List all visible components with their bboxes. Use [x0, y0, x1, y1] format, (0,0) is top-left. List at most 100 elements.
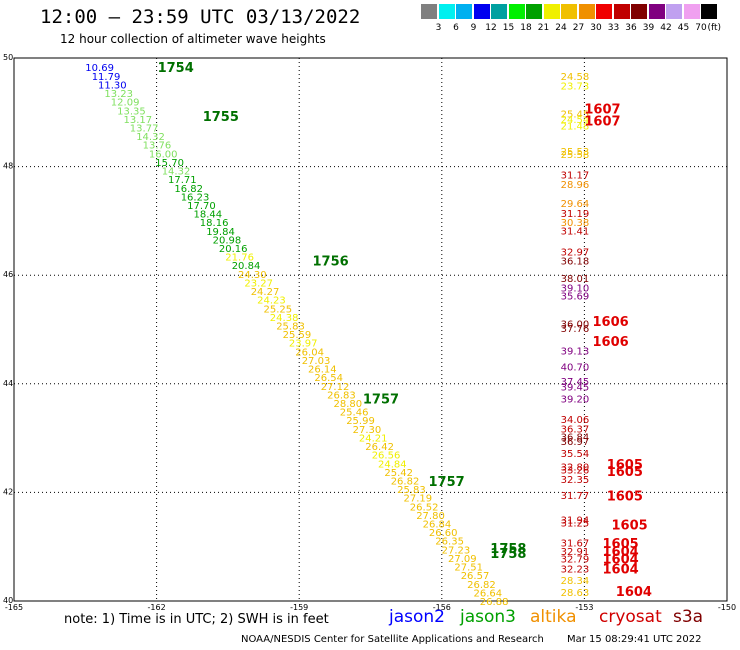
- wave-height-label: 38.01: [561, 274, 590, 285]
- legend-swatch: [508, 4, 525, 19]
- pass-time-label: 1756: [313, 255, 349, 270]
- legend-swatch: [648, 4, 665, 19]
- wave-height-label: 40.70: [561, 362, 590, 373]
- legend-label: 18: [520, 23, 532, 33]
- wave-height-label: 23.73: [561, 82, 590, 93]
- wave-height-label: 17.70: [187, 201, 216, 212]
- legend-swatch: [578, 4, 595, 19]
- wave-height-label: 26.83: [327, 390, 356, 401]
- wave-height-label: 25.99: [346, 416, 375, 427]
- wave-height-label: 26.84: [423, 520, 452, 531]
- wave-height-label: 18.44: [194, 210, 223, 221]
- wave-height-label: 39.20: [561, 395, 590, 406]
- legend-label: 45: [677, 23, 690, 33]
- pass-time-label: 1758: [490, 547, 526, 562]
- wave-height-label: 30.38: [561, 218, 590, 229]
- wave-height-label: 12.09: [111, 98, 140, 109]
- wave-height-label: 13.77: [130, 124, 159, 135]
- wave-height-label: 24.38: [270, 313, 299, 324]
- wave-height-label: 20.16: [219, 244, 248, 255]
- wave-height-label: 39.10: [561, 284, 590, 295]
- longitude-label: -153: [575, 603, 593, 612]
- wave-height-label: 24.84: [378, 459, 407, 470]
- wave-height-label: 36.37: [561, 424, 590, 435]
- wave-height-label: 29.64: [561, 199, 590, 210]
- wave-height-label: 27.09: [448, 554, 477, 565]
- wave-height-label: 23.27: [244, 279, 273, 290]
- wave-height-label: 32.79: [561, 555, 590, 566]
- legend-label: 6: [453, 23, 459, 33]
- wave-height-label: 27.12: [321, 382, 350, 393]
- wave-height-label: 31.94: [561, 516, 590, 527]
- legend-swatch: [421, 4, 437, 19]
- wave-height-label: 25.58: [561, 150, 590, 161]
- satellite-s3a: s3a: [673, 607, 704, 627]
- legend-swatch: [613, 4, 630, 19]
- pass-time-label: 1606: [593, 315, 629, 330]
- wave-height-label: 13.35: [117, 106, 146, 117]
- wave-height-label: 26.57: [461, 571, 490, 582]
- legend-swatch: [473, 4, 490, 19]
- wave-height-label: 36.97: [561, 437, 590, 448]
- wave-height-label: 24.54: [561, 115, 590, 126]
- wave-height-label: 24.21: [359, 433, 388, 444]
- wave-height-label: 35.69: [561, 291, 590, 302]
- wave-height-label: 28.34: [561, 576, 590, 587]
- wave-height-label: 24.58: [561, 72, 590, 83]
- pass-time-label: 1757: [429, 475, 465, 490]
- wave-height-label: 31.25: [561, 518, 590, 529]
- graticule: [14, 58, 727, 601]
- wave-height-label: 26.52: [410, 502, 439, 513]
- pass-time-label: 1604: [603, 562, 639, 577]
- data-labels: 10.6911.7911.3013.2312.0913.3513.1713.77…: [85, 61, 652, 608]
- wave-height-label: 24.30: [238, 270, 267, 281]
- legend-swatch: [456, 4, 472, 19]
- wave-height-label: 32.23: [561, 564, 590, 575]
- satellite-jason3: jason3: [460, 607, 516, 627]
- wave-height-label: 20.98: [213, 235, 242, 246]
- wave-height-label: 32.35: [561, 475, 590, 486]
- wave-height-label: 11.30: [98, 80, 127, 91]
- wave-height-label: 24.27: [251, 287, 280, 298]
- latitude-label: 48: [3, 162, 13, 171]
- pass-time-label: 1607: [584, 114, 620, 129]
- wave-height-label: 14.32: [136, 132, 165, 143]
- footnote: note: 1) Time is in UTC; 2) SWH is in fe…: [64, 612, 329, 627]
- latitude-label: 40: [3, 596, 13, 605]
- wave-height-label: 31.17: [561, 171, 590, 182]
- wave-height-label: 25.46: [340, 408, 369, 419]
- wave-height-label: 17.71: [168, 175, 197, 186]
- wave-height-label: 37.45: [561, 377, 590, 388]
- legend-swatch: [666, 4, 682, 19]
- wave-height-label: 32.80: [561, 462, 590, 473]
- wave-height-label: 13.17: [124, 115, 153, 126]
- wave-height-label: 21.76: [225, 253, 254, 264]
- wave-height-label: 35.54: [561, 449, 590, 460]
- wave-height-label: 26.54: [314, 373, 343, 384]
- wave-height-label: 27.03: [302, 356, 331, 367]
- legend-swatch: [701, 4, 717, 19]
- wave-height-label: 26.82: [467, 580, 496, 591]
- satellite-cryosat: cryosat: [599, 607, 662, 627]
- wave-height-label: 11.79: [92, 72, 121, 83]
- pass-time-label: 1605: [603, 537, 639, 552]
- wave-height-label: 36.18: [561, 257, 590, 268]
- longitude-label: -159: [290, 603, 308, 612]
- wave-height-label: 25.59: [283, 330, 312, 341]
- legend-label: 36: [625, 23, 637, 33]
- wave-height-label: 31.67: [561, 538, 590, 549]
- wave-height-label: 19.84: [206, 227, 235, 238]
- wave-height-label: 26.14: [308, 365, 337, 376]
- wave-height-label: 33.26: [561, 466, 590, 477]
- longitude-label: -165: [5, 603, 23, 612]
- legend-label: 30: [590, 23, 602, 33]
- legend-swatch: [596, 4, 612, 19]
- wave-height-label: 32.97: [561, 247, 590, 258]
- credit-line: NOAA/NESDIS Center for Satellite Applica…: [241, 634, 544, 645]
- plot-frame: [13, 57, 728, 602]
- wave-height-label: 25.45: [561, 109, 590, 120]
- pass-time-label: 1607: [584, 103, 620, 118]
- wave-height-label: 18.16: [200, 218, 229, 229]
- wave-height-label: 27.23: [442, 545, 471, 556]
- pass-time-label: 1755: [203, 110, 239, 125]
